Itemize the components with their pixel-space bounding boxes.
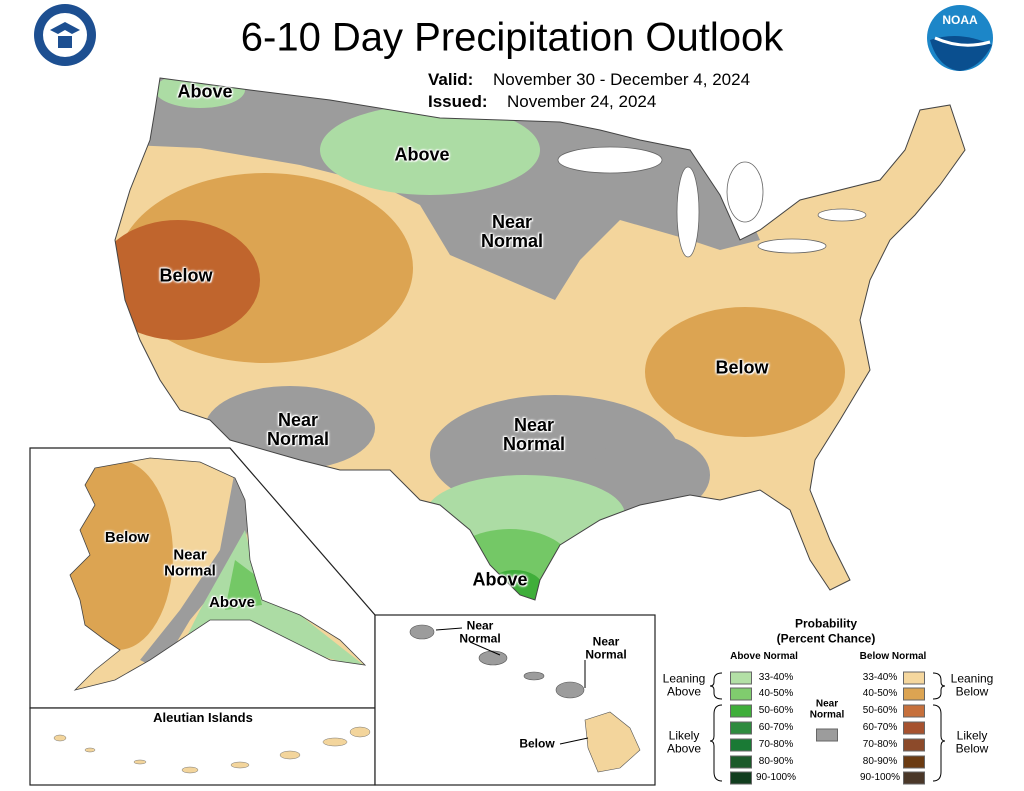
legend-swatch [730,738,752,752]
issued-label: Issued: [428,92,488,111]
legend-swatch [730,755,752,769]
legend-range: 80-90% [758,755,794,767]
legend-swatch [903,738,925,752]
legend-range: 33-40% [758,671,794,683]
legend-brace [932,704,946,782]
valid-dates: November 30 - December 4, 2024 [493,70,751,89]
legend-range: 70-80% [862,738,898,750]
legend-subtitle: (Percent Chance) [776,631,876,646]
legend-group: Leaning Above [662,671,706,698]
legend-near-normal: Near Normal [809,698,845,720]
legend-swatch [903,755,925,769]
region-label: Near Normal [480,212,544,251]
legend-swatch [903,771,925,785]
legend-range: 90-100% [859,771,901,783]
legend-range: 60-70% [862,721,898,733]
legend-swatch [903,704,925,718]
legend-brace [932,672,946,700]
legend-swatch [730,771,752,785]
aleutian-title: Aleutian Islands [153,710,253,726]
region-label: Below [104,529,150,547]
commerce-seal [34,4,96,66]
legend-brace [709,672,723,700]
legend-brace [709,704,723,782]
issued-date: November 24, 2024 [507,92,657,111]
region-label: Near Normal [502,415,566,454]
legend-range: 40-50% [758,687,794,699]
region-label: Above [209,594,255,612]
region-label: Near Normal [459,618,501,645]
region-label: Near Normal [164,546,216,579]
aleutian-islands [53,726,371,774]
legend-swatch [730,687,752,701]
aleutian-frame [29,707,376,786]
valid-label: Valid: [428,70,474,89]
region-label: Below [159,265,213,286]
legend-range: 50-60% [862,704,898,716]
legend-range: 80-90% [862,755,898,767]
region-label: Near Normal [585,634,627,661]
hawaii-islands [409,624,641,773]
noaa-text: NOAA [942,13,978,27]
region-label: Below [519,736,555,751]
legend-range: 50-60% [758,704,794,716]
legend-heading: Above Normal [730,650,798,662]
legend-swatch [816,728,838,742]
legend-swatch [730,704,752,718]
legend-swatch [730,721,752,735]
legend-title: Probability [794,616,858,631]
region-label: Above [472,569,528,590]
legend-swatch [730,671,752,685]
region-label: Near Normal [266,410,330,449]
legend-heading: Below Normal [859,650,927,662]
legend-swatch [903,687,925,701]
legend-group: Likely Above [666,728,702,755]
legend-swatch [903,671,925,685]
region-label: Above [394,144,450,165]
title: 6-10 Day Precipitation Outlook [240,15,784,60]
region-label: Below [715,357,769,378]
legend-group: Leaning Below [950,671,994,698]
region-label: Above [177,81,233,102]
legend-swatch [903,721,925,735]
noaa-logo: NOAA [927,5,993,71]
legend-range: 70-80% [758,738,794,750]
legend-range: 33-40% [862,671,898,683]
legend-group: Likely Below [955,728,989,755]
legend-range: 90-100% [755,771,797,783]
legend-range: 60-70% [758,721,794,733]
legend-range: 40-50% [862,687,898,699]
